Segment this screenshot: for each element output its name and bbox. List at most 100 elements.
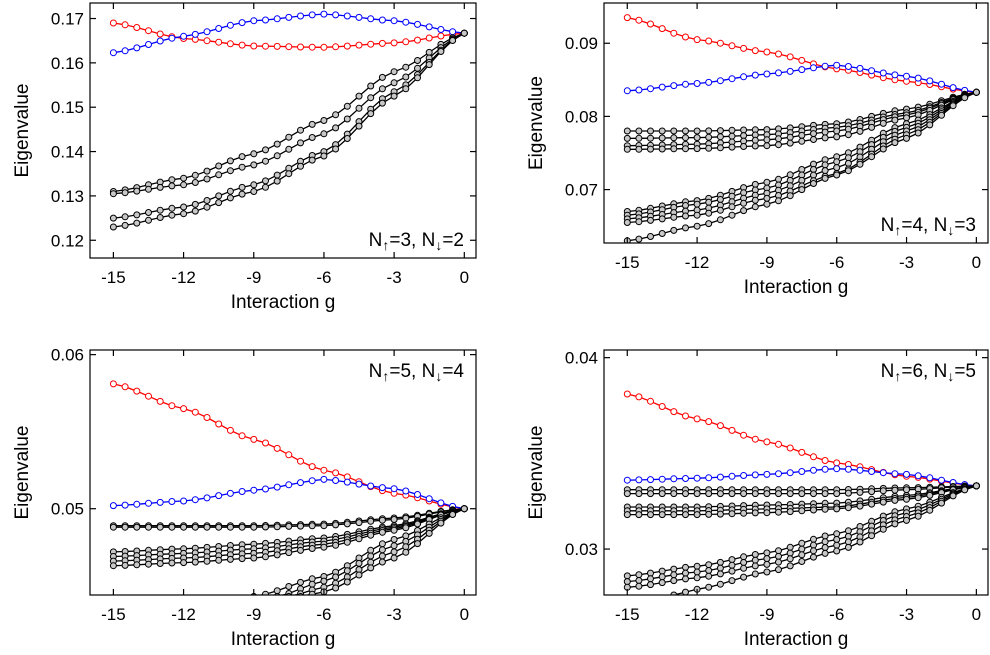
- data-point: [821, 549, 829, 557]
- data-point: [273, 152, 281, 160]
- x-tick-label: -6: [829, 253, 844, 272]
- data-point: [390, 92, 398, 100]
- data-point: [740, 73, 748, 81]
- data-point: [682, 134, 689, 142]
- data-point: [262, 42, 269, 50]
- data-point: [879, 145, 887, 153]
- data-point: [798, 131, 806, 139]
- data-point: [332, 124, 340, 132]
- data-point: [775, 566, 782, 574]
- data-point: [647, 85, 654, 93]
- data-point: [751, 562, 759, 570]
- data-point: [273, 587, 281, 595]
- data-point: [716, 196, 724, 203]
- data-point: [425, 34, 433, 42]
- data-point: [191, 523, 199, 531]
- data-point: [728, 211, 736, 219]
- y-tick-label: 0.17: [51, 10, 84, 29]
- data-point: [308, 11, 316, 19]
- series-2: [623, 465, 980, 490]
- data-point: [343, 538, 351, 546]
- data-point: [367, 110, 375, 118]
- data-point: [693, 562, 701, 570]
- data-point: [658, 573, 666, 581]
- data-point: [623, 87, 631, 95]
- series-4: [109, 29, 468, 198]
- data-point: [320, 466, 328, 474]
- data-point: [763, 568, 771, 576]
- data-point: [308, 477, 316, 485]
- y-tick-label: 0.13: [51, 187, 84, 206]
- data-point: [121, 561, 129, 569]
- data-point: [949, 84, 957, 92]
- series-line: [113, 32, 465, 228]
- data-point: [844, 63, 852, 70]
- data-point: [203, 28, 211, 36]
- data-point: [728, 75, 736, 83]
- data-point: [308, 120, 316, 128]
- data-point: [145, 216, 152, 224]
- data-point: [635, 511, 643, 519]
- data-point: [786, 562, 794, 570]
- data-point: [367, 40, 375, 48]
- data-point: [156, 206, 164, 214]
- data-point: [775, 547, 782, 555]
- data-point: [903, 516, 910, 524]
- data-point: [786, 192, 794, 200]
- data-point: [705, 144, 713, 152]
- series-line: [627, 16, 977, 93]
- data-point: [355, 480, 363, 488]
- data-point: [343, 478, 351, 486]
- data-point: [355, 535, 363, 543]
- data-point: [343, 135, 351, 142]
- data-point: [308, 580, 316, 588]
- data-point: [705, 418, 713, 426]
- y-axis-title: Eigenvalue: [12, 83, 33, 177]
- data-point: [402, 18, 410, 26]
- data-point: [191, 171, 199, 179]
- series-line: [627, 91, 977, 220]
- data-point: [273, 444, 281, 452]
- data-point: [728, 561, 736, 569]
- data-point: [728, 143, 736, 151]
- data-point: [297, 479, 304, 487]
- plot-area: [109, 10, 468, 231]
- data-point: [109, 49, 117, 57]
- particle-number-annotation: N↑=3, N↓=2: [369, 230, 464, 253]
- data-point: [133, 187, 141, 195]
- data-point: [297, 12, 304, 20]
- data-point: [705, 133, 713, 141]
- data-point: [926, 121, 934, 129]
- data-point: [367, 82, 375, 90]
- data-point: [868, 153, 876, 161]
- series-11: [670, 482, 980, 595]
- plot-frame: [89, 2, 477, 259]
- data-point: [145, 41, 152, 48]
- data-point: [308, 134, 316, 141]
- x-tick-label: -9: [759, 605, 774, 624]
- data-point: [109, 214, 117, 222]
- data-point: [425, 495, 433, 503]
- data-point: [402, 487, 410, 495]
- data-point: [891, 139, 899, 147]
- data-point: [798, 539, 806, 547]
- data-point: [856, 160, 864, 168]
- data-point: [273, 483, 281, 491]
- data-point: [705, 78, 713, 86]
- data-point: [763, 555, 771, 563]
- data-point: [414, 540, 421, 548]
- data-point: [238, 163, 246, 171]
- data-point: [926, 77, 934, 85]
- data-point: [390, 17, 398, 25]
- data-point: [903, 72, 910, 80]
- data-point: [297, 578, 304, 586]
- data-point: [775, 175, 782, 183]
- data-point: [203, 557, 211, 565]
- data-point: [844, 167, 852, 175]
- data-point: [320, 543, 328, 551]
- data-point: [168, 523, 176, 531]
- data-point: [191, 558, 199, 566]
- data-point: [658, 25, 666, 33]
- data-point: [903, 470, 910, 478]
